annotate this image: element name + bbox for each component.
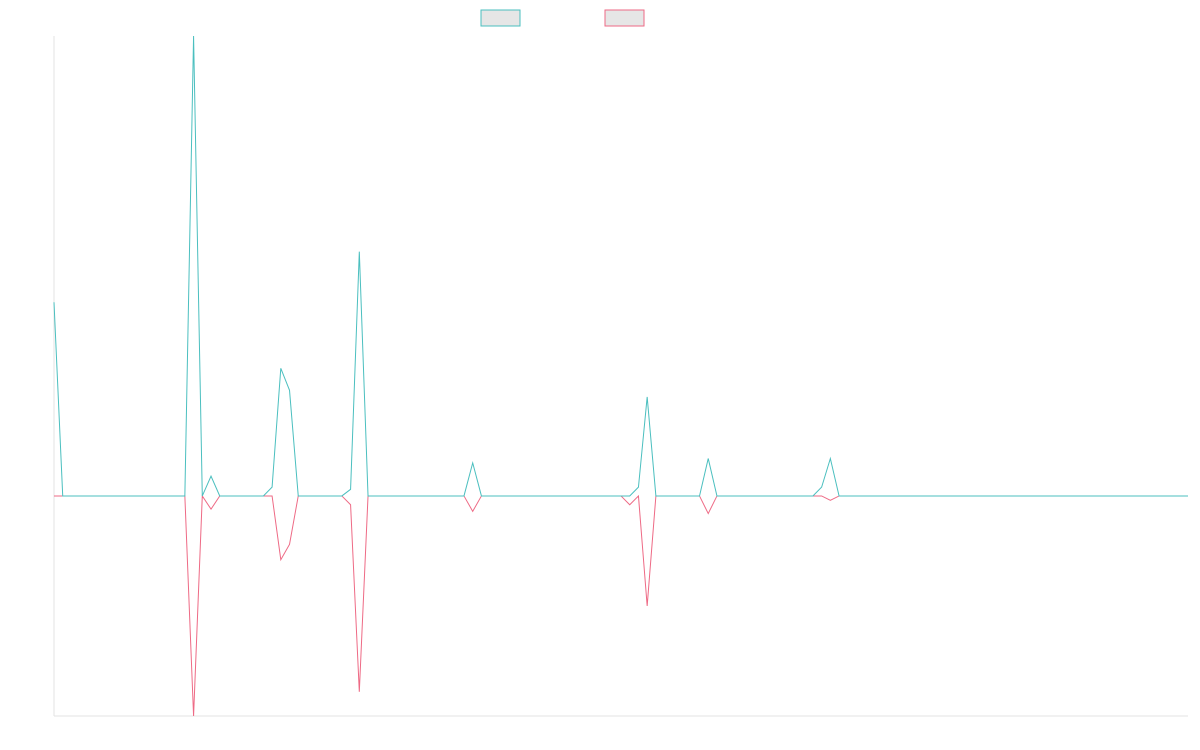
series-layer <box>53 35 1188 717</box>
series-line-b <box>54 494 1188 717</box>
legend-swatch-series-b[interactable] <box>604 9 645 27</box>
legend-swatch-series-a[interactable] <box>480 9 521 27</box>
legend <box>480 9 645 27</box>
series-line-a <box>53 35 1188 497</box>
